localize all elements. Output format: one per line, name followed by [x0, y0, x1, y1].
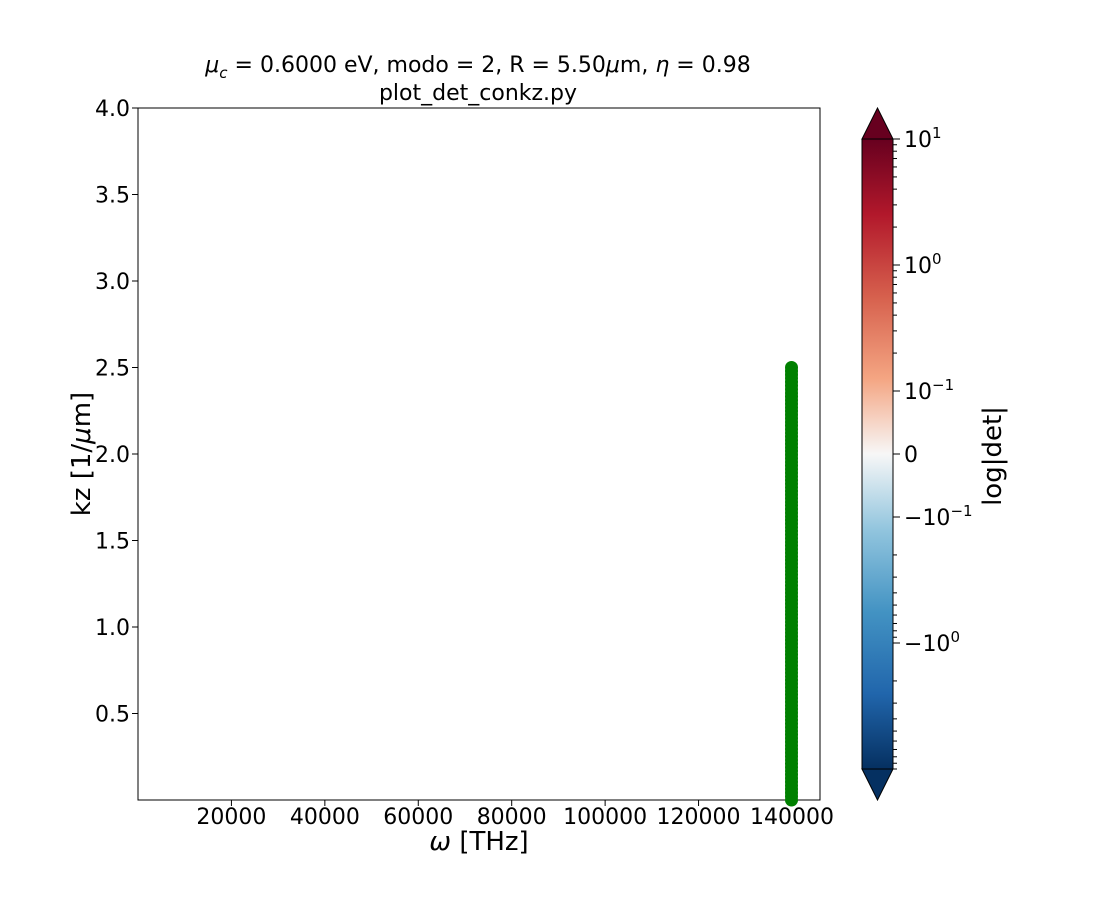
plot-area [137, 107, 821, 801]
y-ticks: 0.5 1.0 1.5 2.0 2.5 3.0 3.5 4.0 [95, 97, 138, 728]
x-ticks: 20000 40000 60000 80000 100000 120000 140000 [196, 800, 834, 830]
title-rest1: = 0.6000 eV, modo = 2, R = 5.50 [228, 53, 606, 78]
colorbar-tick-label: −100 [904, 628, 960, 657]
x-axis-label: ω [THz] [429, 827, 528, 857]
y-tick-label: 2.0 [95, 443, 130, 468]
y-tick-label: 2.5 [95, 357, 130, 382]
ylabel-post: m] [67, 392, 97, 427]
cb-tick-base: 10 [922, 506, 950, 531]
colorbar-label: log|det| [978, 406, 1008, 506]
ylabel-mu: μ [67, 427, 97, 445]
cb-tick-base: 10 [904, 380, 932, 405]
colorbar-body [861, 138, 894, 770]
colorbar-extend-bottom [861, 768, 894, 802]
colorbar-extend-top [861, 106, 894, 140]
cb-tick-sign: − [904, 632, 922, 657]
cb-tick-exp: −1 [932, 376, 954, 394]
colorbar-tick-label: 100 [904, 250, 942, 279]
title-mu2: μ [605, 53, 620, 78]
x-tick-label: 120000 [657, 805, 741, 830]
scatter-point [785, 361, 799, 374]
x-tick-label: 100000 [563, 805, 647, 830]
x-tick-label: 40000 [290, 805, 360, 830]
chart-subtitle: plot_det_conkz.py [379, 81, 577, 106]
title-mu: μ [204, 53, 219, 78]
cb-tick-base: 10 [904, 254, 932, 279]
chart-title: μc = 0.6000 eV, modo = 2, R = 5.50μm, η … [204, 53, 750, 82]
y-tick-label: 4.0 [95, 97, 130, 122]
xlabel-omega: ω [429, 827, 451, 857]
y-axis-label: kz [1/μm] [67, 392, 97, 516]
cb-tick-exp: −1 [950, 502, 972, 520]
title-sub-c: c [219, 64, 228, 82]
cb-tick-exp: 0 [932, 250, 942, 268]
colorbar-tick-label: 0 [904, 443, 918, 468]
cb-tick-base: 0 [904, 443, 918, 468]
x-tick-label: 80000 [477, 805, 547, 830]
y-tick-label: 3.0 [95, 270, 130, 295]
y-tick-label: 0.5 [95, 703, 130, 728]
cb-tick-exp: 1 [932, 124, 942, 142]
title-rest3: = 0.98 [669, 53, 750, 78]
ylabel-pre: kz [1/ [67, 444, 97, 517]
y-tick-label: 1.5 [95, 530, 130, 555]
x-tick-label: 140000 [750, 805, 834, 830]
y-tick-label: 3.5 [95, 184, 130, 209]
x-tick-label: 20000 [196, 805, 266, 830]
scatter-series [785, 361, 799, 807]
title-rest2: m, [620, 53, 655, 78]
xlabel-rest: [THz] [451, 827, 529, 857]
colorbar-tick-label: 10−1 [904, 376, 954, 405]
colorbar-tick-label: 101 [904, 124, 942, 153]
colorbar-tick-label: −10−1 [904, 502, 973, 531]
x-tick-label: 60000 [383, 805, 453, 830]
cb-tick-sign: − [904, 506, 922, 531]
title-eta: η [655, 53, 669, 78]
y-tick-label: 1.0 [95, 616, 130, 641]
cb-tick-exp: 0 [950, 628, 960, 646]
cb-tick-base: 10 [922, 632, 950, 657]
cb-tick-base: 10 [904, 128, 932, 153]
